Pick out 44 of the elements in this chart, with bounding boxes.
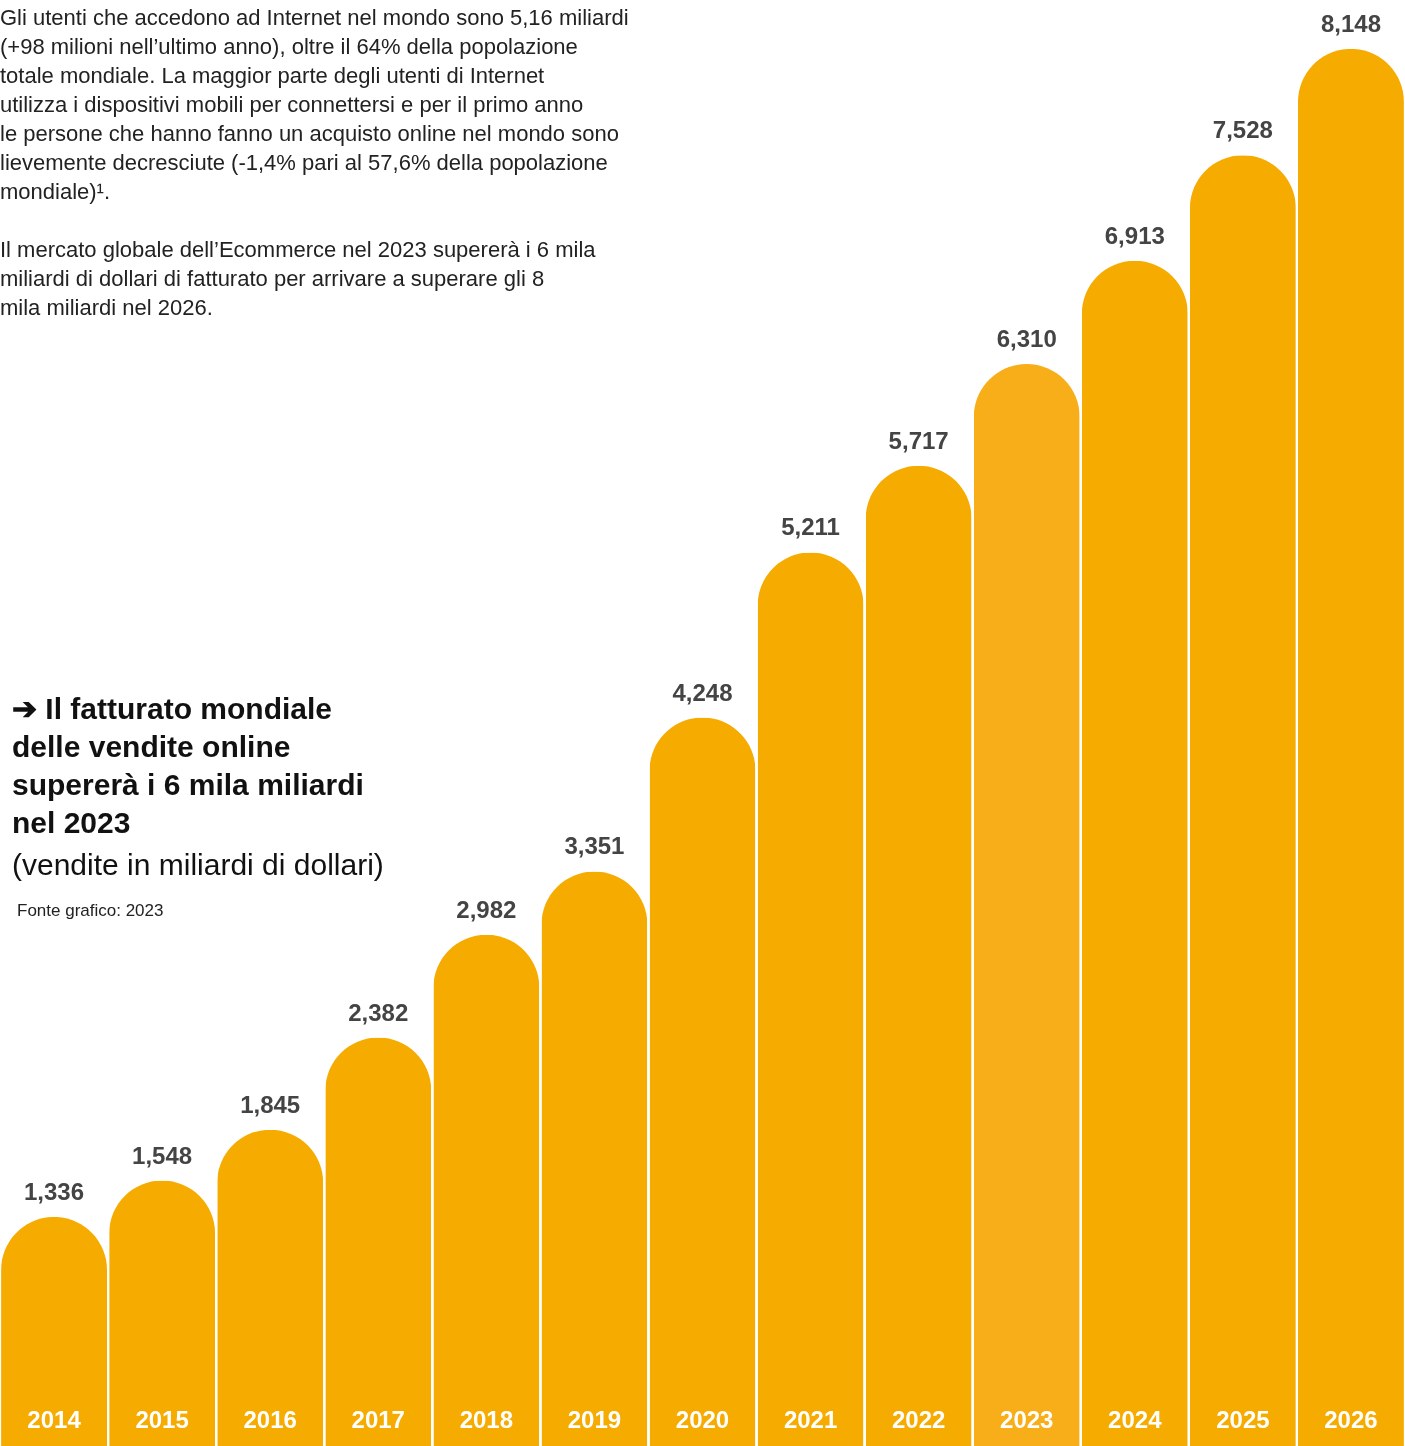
x-tick-label: 2023 [1000,1405,1054,1433]
bar [325,1037,432,1446]
data-label: 2,382 [348,998,409,1026]
data-label: 6,913 [1104,221,1165,249]
x-tick-label: 2016 [243,1405,297,1433]
bar [757,552,864,1446]
data-label: 1,336 [24,1177,85,1205]
x-tick-label: 2017 [351,1405,405,1433]
bar [217,1129,324,1446]
data-label: 5,717 [888,426,949,454]
x-tick-label: 2024 [1108,1405,1163,1433]
data-label: 1,548 [132,1141,193,1169]
text: (vendite in miliardi di dollari) [12,848,384,881]
data-label: 3,351 [564,832,625,860]
x-tick-label: 2026 [1324,1405,1378,1433]
annotation: Il mercato globale dell’Ecommerce nel 2023 supererà i 6 mila miliardi di dollari di fatturato per arrivare a superare gli 8 mila miliardi nel 2026. [0,237,597,320]
data-label: 1,845 [240,1090,301,1118]
data-label: 2,982 [456,895,517,923]
x-tick-label: 2014 [27,1405,82,1433]
x-tick-label: 2020 [675,1405,730,1433]
x-tick-label: 2015 [135,1405,189,1433]
data-label: 5,211 [781,513,840,541]
data-label: 7,528 [1212,116,1273,144]
x-tick-label: 2022 [891,1405,946,1433]
annotation: Fonte grafico: 2023 [17,901,164,920]
data-label: 8,148 [1320,9,1381,37]
bar [649,717,756,1446]
bar [865,465,972,1446]
bar [541,871,648,1446]
bar [1189,155,1296,1446]
annotation: Gli utenti che accedono ad Internet nel mondo sono 5,16 miliardi (+98 milioni nell’ultimo anno), oltre il 64% della popolazione totale mondiale. La maggior parte degli utenti di Internet utilizza i dispositivi mobili per connettersi e per il primo anno le persone che hanno fanno un acquisto online nel mondo sono lievemente decresciute (-1,4% pari al 57,6% della popolazione mondiale)¹. [0,5,629,204]
x-tick-label: 2019 [567,1405,622,1433]
x-tick-label: 2018 [459,1405,514,1433]
bar [1298,48,1404,1446]
text: ➔ Il fatturato mondiale delle vendite online supererà i 6 mila miliardi nel 2023 [12,692,364,839]
x-tick-label: 2021 [783,1405,838,1433]
bar [1,1216,107,1446]
data-label: 6,310 [996,325,1057,353]
bar [433,934,540,1446]
data-label: 4,248 [672,678,733,706]
x-tick-label: 2025 [1216,1405,1270,1433]
bar [1081,260,1188,1446]
bar [109,1180,216,1446]
bar [973,364,1080,1446]
